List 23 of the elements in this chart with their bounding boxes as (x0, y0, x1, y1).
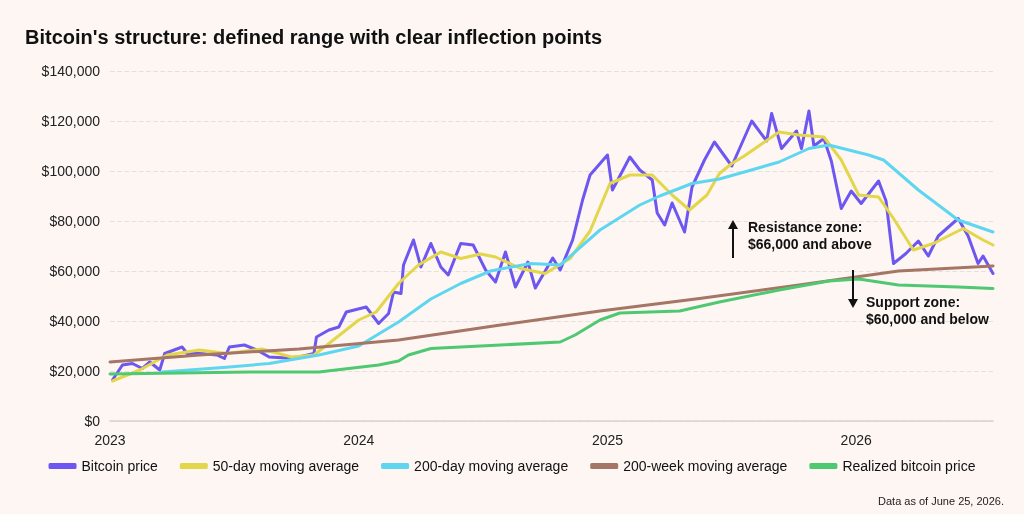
annotation: Support zone: $60,000 and below (866, 293, 990, 327)
chart-title: Bitcoin's structure: defined range with clear inflection points (25, 26, 603, 48)
x-tick-label: 2023 (94, 432, 126, 448)
y-tick-label: $60,000 (49, 263, 101, 279)
legend-label: 50-day moving average (212, 458, 360, 474)
legend-label: Realized bitcoin price (842, 458, 976, 474)
y-tick-label: $20,000 (49, 363, 101, 379)
legend-label: Bitcoin price (81, 458, 158, 474)
x-tick-label: 2025 (591, 432, 624, 448)
y-tick-label: $100,000 (41, 163, 101, 179)
annotation: Resistance zone: $66,000 and above (748, 218, 872, 252)
legend-label: 200-day moving average (414, 458, 569, 474)
line-series (108, 264, 995, 364)
y-tick-label: $140,000 (41, 63, 101, 79)
y-tick-label: $120,000 (41, 113, 101, 129)
y-tick-label: $40,000 (49, 313, 101, 329)
y-tick-label: $0 (84, 413, 101, 429)
line-series (108, 277, 995, 376)
y-tick-label: $80,000 (49, 213, 101, 229)
x-tick-label: 2024 (343, 432, 375, 448)
x-tick-label: 2026 (840, 432, 872, 448)
legend-label: 200-week moving average (623, 458, 788, 474)
text: Data as of June 25, 2026. (878, 494, 1005, 507)
